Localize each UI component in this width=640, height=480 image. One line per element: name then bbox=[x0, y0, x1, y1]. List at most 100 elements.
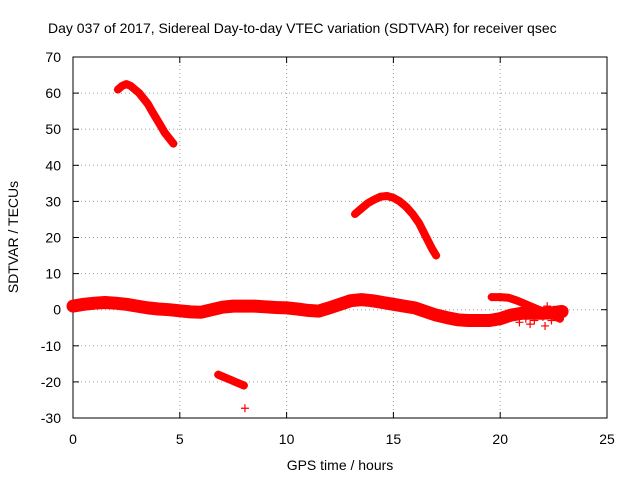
data-point bbox=[218, 303, 227, 312]
y-tick-label: -20 bbox=[41, 374, 61, 390]
x-tick-label: 15 bbox=[386, 431, 402, 447]
data-point bbox=[528, 303, 537, 312]
data-point bbox=[551, 309, 560, 318]
data-point bbox=[442, 313, 451, 322]
x-tick-label: 20 bbox=[492, 431, 508, 447]
data-point bbox=[175, 306, 184, 315]
data-point bbox=[346, 296, 355, 305]
data-point bbox=[496, 293, 505, 302]
data-point bbox=[370, 195, 379, 204]
data-point bbox=[556, 312, 565, 321]
data-point bbox=[235, 379, 244, 388]
data-point bbox=[453, 315, 462, 324]
data-point bbox=[139, 94, 148, 103]
data-point bbox=[526, 320, 535, 329]
data-series bbox=[66, 80, 569, 413]
data-point bbox=[160, 128, 169, 137]
data-point bbox=[485, 316, 494, 325]
data-point bbox=[169, 139, 178, 148]
y-tick-label: 20 bbox=[45, 230, 61, 246]
data-point bbox=[538, 312, 547, 321]
chart-title: Day 037 of 2017, Sidereal Day-to-day VTE… bbox=[48, 20, 557, 36]
series-noise-cluster bbox=[496, 302, 565, 330]
data-point bbox=[229, 302, 238, 311]
data-point bbox=[517, 309, 526, 318]
data-point bbox=[350, 210, 359, 219]
data-point bbox=[293, 304, 302, 313]
data-point bbox=[165, 305, 174, 314]
data-point bbox=[521, 300, 530, 309]
data-point bbox=[197, 308, 206, 317]
series-baseline bbox=[66, 293, 569, 327]
data-point bbox=[547, 316, 556, 325]
data-point bbox=[395, 197, 404, 206]
data-point bbox=[207, 305, 216, 314]
data-point bbox=[314, 307, 323, 316]
data-point bbox=[122, 80, 131, 89]
data-point bbox=[389, 193, 398, 202]
data-point bbox=[408, 210, 417, 219]
data-point bbox=[303, 306, 312, 315]
data-point bbox=[250, 302, 259, 311]
y-tick-label: 50 bbox=[45, 121, 61, 137]
data-point bbox=[126, 81, 135, 90]
data-point bbox=[240, 404, 249, 413]
data-point bbox=[363, 199, 372, 208]
data-point bbox=[515, 318, 524, 327]
data-point bbox=[118, 81, 127, 90]
data-point bbox=[218, 372, 227, 381]
data-point bbox=[325, 303, 334, 312]
data-point bbox=[239, 302, 248, 311]
series-outlier bbox=[240, 404, 249, 413]
data-point bbox=[382, 191, 391, 200]
data-point bbox=[357, 295, 366, 304]
series-track-c bbox=[350, 191, 441, 260]
data-point bbox=[543, 302, 552, 311]
y-tick-label: 60 bbox=[45, 85, 61, 101]
data-point bbox=[357, 204, 366, 213]
data-point bbox=[143, 99, 152, 108]
data-point bbox=[154, 304, 163, 313]
data-point bbox=[222, 374, 231, 383]
data-point bbox=[231, 377, 240, 386]
y-tick-label: -10 bbox=[41, 338, 61, 354]
data-point bbox=[427, 244, 436, 253]
x-tick-label: 0 bbox=[69, 431, 77, 447]
data-point bbox=[214, 370, 223, 379]
series-line bbox=[351, 192, 441, 260]
data-point bbox=[421, 307, 430, 316]
data-point bbox=[186, 307, 195, 316]
y-axis-label: SDTVAR / TECUs bbox=[5, 181, 21, 293]
data-point bbox=[122, 300, 131, 309]
data-point bbox=[101, 298, 110, 307]
data-point bbox=[90, 299, 99, 308]
y-tick-label: 30 bbox=[45, 193, 61, 209]
y-tick-label: 70 bbox=[45, 49, 61, 65]
data-point bbox=[487, 293, 496, 302]
data-point bbox=[400, 302, 409, 311]
data-point bbox=[261, 302, 270, 311]
x-tick-label: 10 bbox=[279, 431, 295, 447]
data-point bbox=[135, 89, 144, 98]
data-point bbox=[521, 314, 530, 323]
data-point bbox=[410, 303, 419, 312]
y-tick-label: 10 bbox=[45, 266, 61, 282]
x-axis-label: GPS time / hours bbox=[287, 457, 394, 473]
data-point bbox=[474, 316, 483, 325]
data-point bbox=[69, 302, 77, 311]
data-point bbox=[79, 300, 88, 309]
data-point bbox=[111, 299, 120, 308]
data-point bbox=[506, 312, 515, 321]
data-point bbox=[156, 121, 165, 130]
data-point bbox=[239, 381, 248, 390]
data-point bbox=[530, 316, 539, 325]
series-track-b bbox=[214, 370, 248, 390]
y-tick-label: -30 bbox=[41, 410, 61, 426]
data-point bbox=[421, 231, 430, 240]
data-point bbox=[376, 192, 385, 201]
data-point bbox=[143, 303, 152, 312]
data-point bbox=[513, 296, 522, 305]
y-tick-label: 0 bbox=[53, 302, 61, 318]
